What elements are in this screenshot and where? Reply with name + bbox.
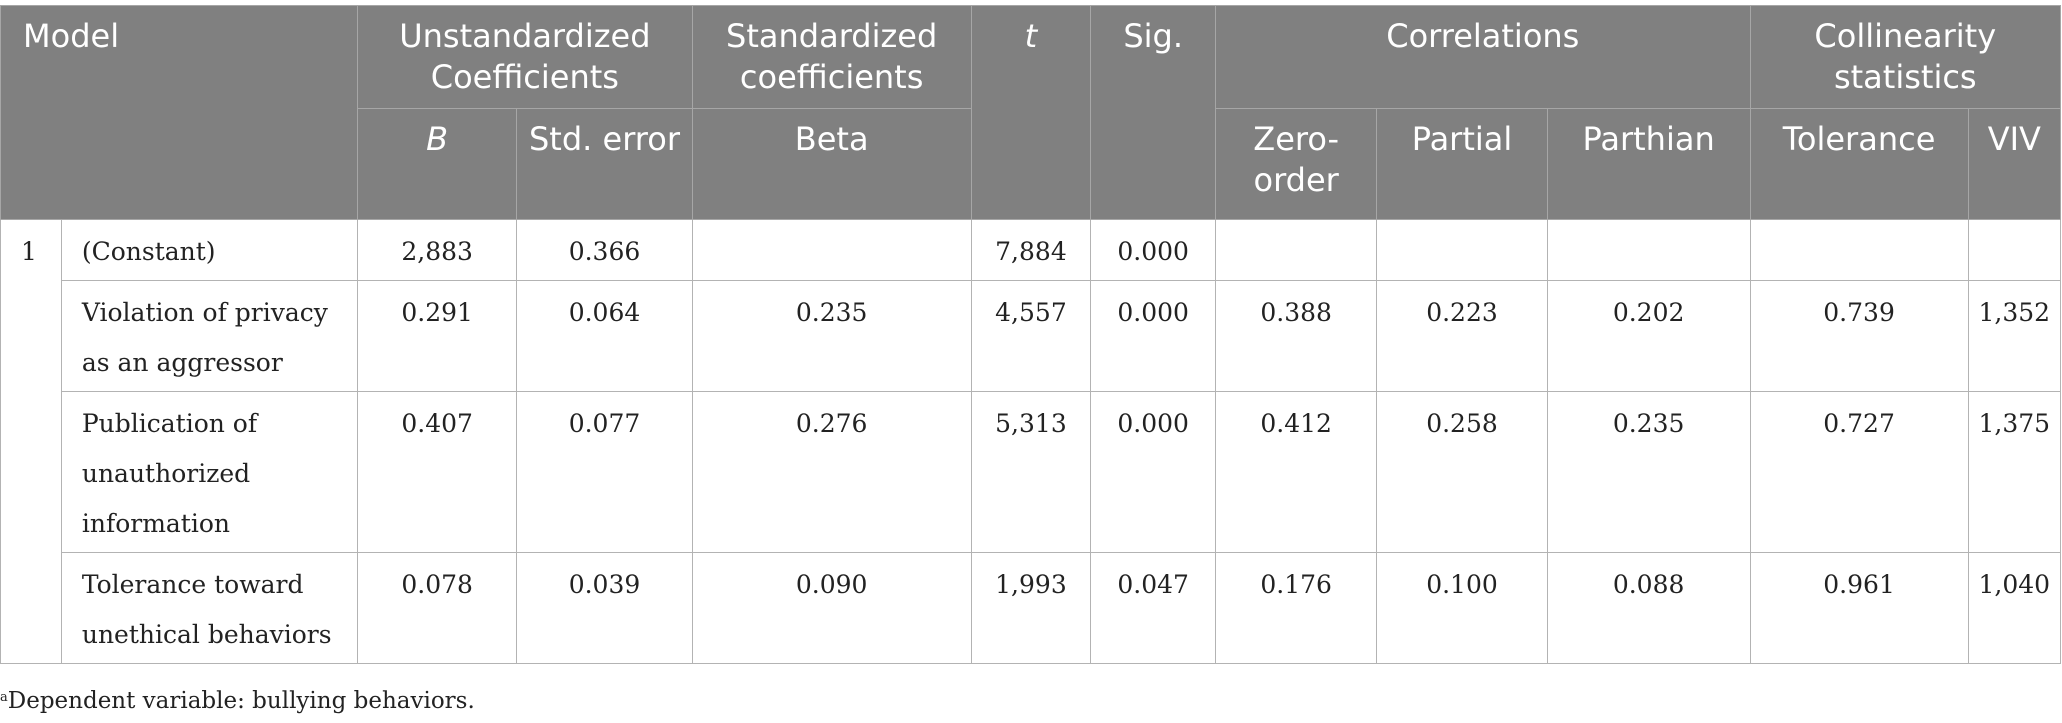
header-unstandardized: Unstandardized Coefficients — [357, 5, 693, 109]
cell-sig: 0.047 — [1090, 552, 1217, 664]
cell-std-error: 0.064 — [516, 280, 693, 392]
cell-b: 0.407 — [357, 391, 518, 553]
row-label: (Constant) — [60, 219, 359, 281]
cell-partial: 0.223 — [1376, 280, 1548, 392]
cell-t: 1,993 — [970, 552, 1092, 664]
cell-beta: 0.235 — [691, 280, 972, 392]
cell-partial: 0.100 — [1376, 552, 1548, 664]
cell-std-error: 0.077 — [516, 391, 693, 553]
header-partial: Partial — [1376, 108, 1548, 220]
cell-tolerance: 0.961 — [1749, 552, 1969, 664]
cell-viv: 1,375 — [1967, 391, 2062, 553]
cell-viv: 1,040 — [1967, 552, 2062, 664]
cell-sig: 0.000 — [1090, 280, 1217, 392]
model-number: 1 — [0, 219, 62, 664]
regression-table: Model Unstandardized Coefficients Standa… — [0, 5, 2062, 664]
header-std-error: Std. error — [516, 108, 693, 220]
cell-tolerance: 0.739 — [1749, 280, 1969, 392]
cell-b: 0.291 — [357, 280, 518, 392]
cell-partial — [1376, 219, 1548, 281]
cell-viv: 1,352 — [1967, 280, 2062, 392]
cell-parthian: 0.202 — [1546, 280, 1751, 392]
cell-tolerance — [1749, 219, 1969, 281]
cell-partial: 0.258 — [1376, 391, 1548, 553]
table-row: Violation of privacy as an aggressor 0.2… — [1, 280, 2062, 392]
cell-zero-order: 0.176 — [1215, 552, 1378, 664]
cell-zero-order — [1215, 219, 1378, 281]
cell-b: 2,883 — [357, 219, 518, 281]
cell-beta: 0.090 — [691, 552, 972, 664]
table-row: 1 (Constant) 2,883 0.366 7,884 0.000 — [0, 219, 2062, 664]
header-model: Model — [0, 5, 359, 220]
header-row-top: Model Unstandardized Coefficients Standa… — [0, 5, 2062, 220]
cell-t: 4,557 — [970, 280, 1092, 392]
cell-tolerance: 0.727 — [1749, 391, 1969, 553]
cell-std-error: 0.039 — [516, 552, 693, 664]
cell-viv — [1967, 219, 2062, 281]
footnote-mark: a — [0, 690, 8, 705]
cell-b: 0.078 — [357, 552, 518, 664]
cell-t: 5,313 — [970, 391, 1092, 553]
cell-t: 7,884 — [970, 219, 1092, 281]
cell-std-error: 0.366 — [516, 219, 693, 281]
header-tolerance: Tolerance — [1749, 108, 1969, 220]
header-viv: VIV — [1967, 108, 2062, 220]
header-sig: Sig. — [1090, 5, 1217, 220]
row-label: Tolerance toward unethical behaviors — [60, 552, 359, 664]
table-footnote: aDependent variable: bullying behaviors. — [0, 688, 475, 714]
cell-parthian: 0.235 — [1546, 391, 1751, 553]
header-b: B — [357, 108, 518, 220]
cell-parthian — [1546, 219, 1751, 281]
footnote-text: Dependent variable: bullying behaviors. — [7, 688, 475, 714]
cell-beta: 0.276 — [691, 391, 972, 553]
header-collinearity: Collinearity statistics — [1749, 5, 2062, 109]
cell-parthian: 0.088 — [1546, 552, 1751, 664]
cell-zero-order: 0.412 — [1215, 391, 1378, 553]
header-parthian: Parthian — [1546, 108, 1751, 220]
row-label: Publication of unauthorized information — [60, 391, 359, 553]
header-correlations: Correlations — [1215, 5, 1751, 109]
table-row: Publication of unauthorized information … — [1, 391, 2062, 553]
cell-beta — [691, 219, 972, 281]
header-standardized: Standardized coefficients — [691, 5, 972, 109]
header-row-sub: B Std. error Beta Zero-order Partial Par… — [1, 108, 2062, 220]
table-row: Tolerance toward unethical behaviors 0.0… — [1, 552, 2062, 664]
cell-sig: 0.000 — [1090, 391, 1217, 553]
header-beta: Beta — [691, 108, 972, 220]
cell-sig: 0.000 — [1090, 219, 1217, 281]
row-label: Violation of privacy as an aggressor — [60, 280, 359, 392]
cell-zero-order: 0.388 — [1215, 280, 1378, 392]
header-t: t — [970, 5, 1092, 220]
header-zero-order: Zero-order — [1215, 108, 1378, 220]
